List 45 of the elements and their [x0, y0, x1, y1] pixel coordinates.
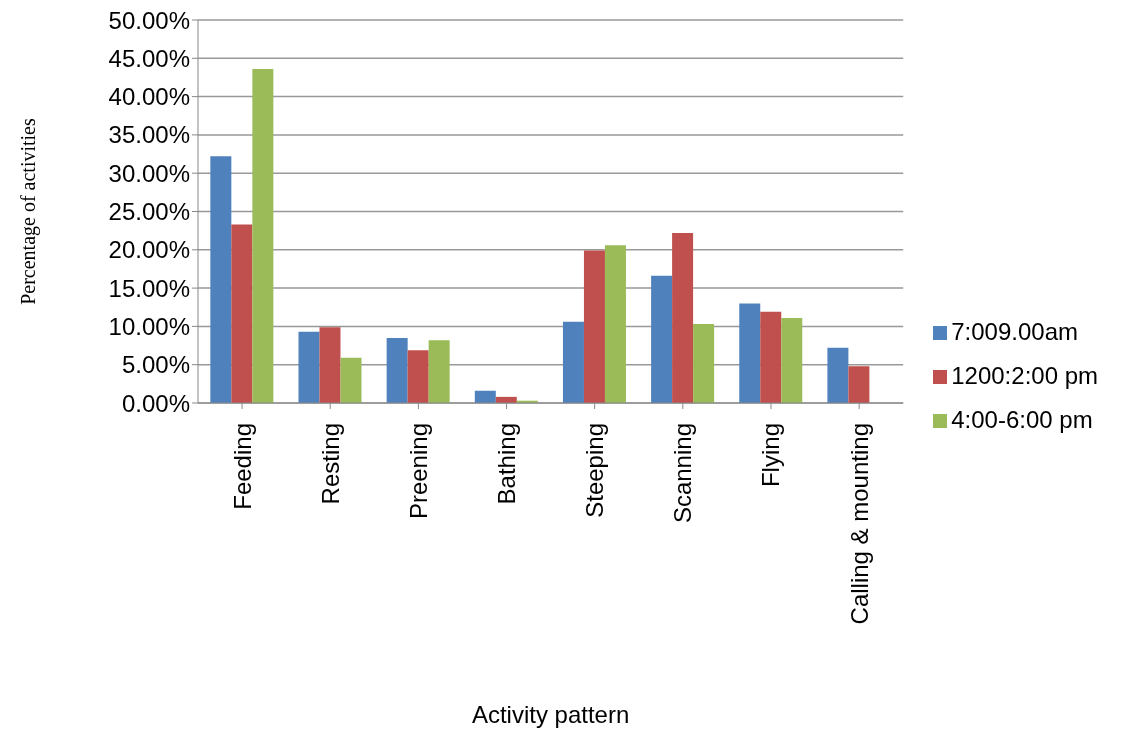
- y-tick-label: 35.00%: [108, 121, 190, 149]
- x-tick-label: Bathing: [493, 423, 521, 505]
- bar: [827, 347, 849, 403]
- x-tick-label: Calling & mounting: [845, 423, 873, 625]
- bar: [319, 327, 341, 403]
- bar: [760, 311, 782, 403]
- bar: [672, 232, 694, 403]
- y-axis-title: Percentage of activities: [17, 118, 41, 305]
- bar: [340, 357, 362, 403]
- y-tick-label: 15.00%: [108, 274, 190, 302]
- bar: [231, 224, 253, 403]
- x-tick-label: Steeping: [581, 423, 609, 518]
- y-tick-label: 10.00%: [108, 312, 190, 340]
- y-tick-label: 5.00%: [121, 351, 190, 379]
- bar: [848, 366, 870, 403]
- y-tick-label: 40.00%: [108, 83, 190, 111]
- x-tick-label: Preening: [404, 423, 432, 520]
- bar: [407, 350, 429, 403]
- bar: [693, 324, 715, 403]
- x-tick-label: Scanning: [669, 423, 697, 524]
- bar: [210, 156, 232, 403]
- legend-label: 4:00-6:00 pm: [951, 405, 1093, 433]
- bar: [739, 303, 761, 403]
- bar: [474, 390, 496, 403]
- bar: [386, 337, 408, 403]
- y-tick-label: 50.00%: [108, 6, 190, 34]
- bar: [781, 317, 803, 403]
- legend-label: 7:009.00am: [951, 317, 1078, 345]
- bar: [252, 69, 274, 403]
- y-tick-label: 30.00%: [108, 159, 190, 187]
- bar: [428, 340, 450, 403]
- y-tick-label: 45.00%: [108, 44, 190, 72]
- bar: [298, 331, 320, 403]
- bar: [604, 245, 626, 403]
- y-tick-label: 20.00%: [108, 236, 190, 264]
- bar: [562, 321, 584, 403]
- y-tick-label: 25.00%: [108, 198, 190, 226]
- legend-label: 1200:2:00 pm: [951, 361, 1098, 389]
- x-tick-label: Flying: [757, 423, 785, 488]
- x-axis-title: Activity pattern: [471, 701, 630, 728]
- y-tick-label: 0.00%: [121, 389, 190, 417]
- bar: [651, 275, 673, 403]
- x-tick-label: Feeding: [228, 423, 256, 510]
- x-tick-label: Resting: [316, 423, 344, 505]
- bar: [583, 250, 605, 403]
